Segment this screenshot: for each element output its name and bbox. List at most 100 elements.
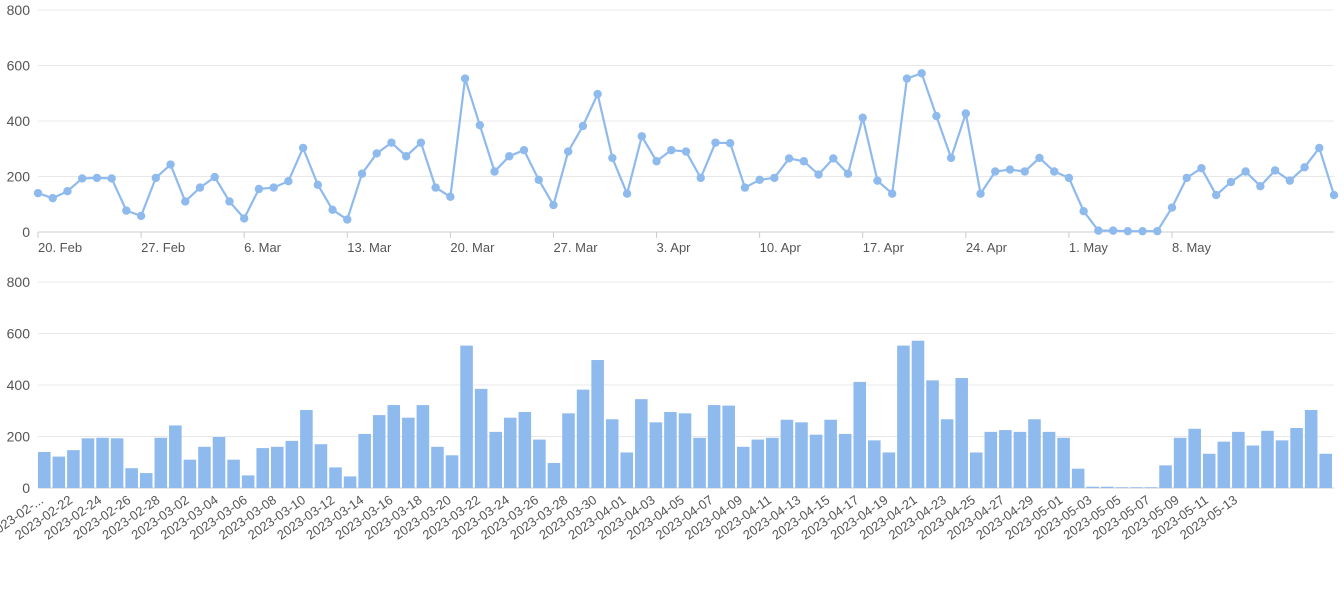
line-data-point[interactable] <box>211 173 219 181</box>
line-data-point[interactable] <box>490 167 498 175</box>
bar-data-point[interactable] <box>752 440 765 488</box>
bar-data-point[interactable] <box>358 434 371 488</box>
bar-data-point[interactable] <box>504 418 517 488</box>
bar-data-point[interactable] <box>1232 432 1245 488</box>
line-data-point[interactable] <box>1065 174 1073 182</box>
bar-data-point[interactable] <box>184 460 197 488</box>
line-data-point[interactable] <box>682 147 690 155</box>
bar-data-point[interactable] <box>853 382 866 488</box>
line-data-point[interactable] <box>564 147 572 155</box>
line-data-point[interactable] <box>800 157 808 165</box>
bar-data-point[interactable] <box>562 413 575 488</box>
bar-data-point[interactable] <box>329 467 342 488</box>
line-data-point[interactable] <box>1241 167 1249 175</box>
line-data-point[interactable] <box>1227 178 1235 186</box>
line-data-point[interactable] <box>593 90 601 98</box>
bar-data-point[interactable] <box>810 435 823 488</box>
line-data-point[interactable] <box>859 113 867 121</box>
bar-data-point[interactable] <box>1319 454 1332 488</box>
bar-data-point[interactable] <box>1101 487 1114 488</box>
bar-data-point[interactable] <box>897 346 910 488</box>
bar-data-point[interactable] <box>1043 432 1056 488</box>
bar-data-point[interactable] <box>286 441 299 488</box>
line-data-point[interactable] <box>917 69 925 77</box>
bar-data-point[interactable] <box>868 440 881 488</box>
bar-data-point[interactable] <box>431 447 444 488</box>
bar-data-point[interactable] <box>548 463 561 488</box>
bar-data-point[interactable] <box>227 460 240 488</box>
bar-data-point[interactable] <box>1247 446 1260 488</box>
line-data-point[interactable] <box>137 212 145 220</box>
bar-data-point[interactable] <box>693 438 706 488</box>
line-data-point[interactable] <box>1183 174 1191 182</box>
bar-data-point[interactable] <box>96 438 109 488</box>
line-data-point[interactable] <box>1212 191 1220 199</box>
line-data-point[interactable] <box>873 176 881 184</box>
bar-data-point[interactable] <box>125 468 138 488</box>
bar-data-point[interactable] <box>1203 454 1216 488</box>
bar-data-point[interactable] <box>1188 429 1201 488</box>
bar-data-point[interactable] <box>344 476 357 488</box>
bar-data-point[interactable] <box>1276 440 1289 488</box>
bar-data-point[interactable] <box>402 418 415 488</box>
line-data-point[interactable] <box>49 194 57 202</box>
bar-data-point[interactable] <box>67 450 80 488</box>
line-data-point[interactable] <box>1168 203 1176 211</box>
bar-data-point[interactable] <box>271 447 284 488</box>
line-data-point[interactable] <box>638 132 646 140</box>
line-data-point[interactable] <box>932 112 940 120</box>
line-data-point[interactable] <box>976 190 984 198</box>
line-data-point[interactable] <box>1050 167 1058 175</box>
bar-data-point[interactable] <box>1145 487 1158 488</box>
line-data-point[interactable] <box>1094 226 1102 234</box>
bar-data-point[interactable] <box>111 438 124 488</box>
bar-data-point[interactable] <box>533 440 546 488</box>
line-data-point[interactable] <box>107 174 115 182</box>
bar-data-point[interactable] <box>387 405 400 488</box>
line-data-point[interactable] <box>1197 164 1205 172</box>
line-data-point[interactable] <box>446 193 454 201</box>
line-data-point[interactable] <box>1286 176 1294 184</box>
line-data-point[interactable] <box>373 149 381 157</box>
line-data-point[interactable] <box>947 154 955 162</box>
bar-data-point[interactable] <box>446 455 459 488</box>
bar-data-point[interactable] <box>82 438 95 488</box>
line-data-point[interactable] <box>196 183 204 191</box>
line-data-point[interactable] <box>829 154 837 162</box>
line-data-point[interactable] <box>402 152 410 160</box>
line-data-point[interactable] <box>667 146 675 154</box>
bar-data-point[interactable] <box>373 415 386 488</box>
bar-data-point[interactable] <box>1218 442 1231 488</box>
bar-data-point[interactable] <box>475 389 488 488</box>
line-data-point[interactable] <box>78 174 86 182</box>
bar-data-point[interactable] <box>1057 438 1070 488</box>
line-data-point[interactable] <box>814 170 822 178</box>
line-data-point[interactable] <box>520 146 528 154</box>
bar-data-point[interactable] <box>1086 487 1099 488</box>
line-data-point[interactable] <box>1124 227 1132 235</box>
line-data-point[interactable] <box>505 152 513 160</box>
bar-data-point[interactable] <box>315 444 328 488</box>
line-data-point[interactable] <box>755 176 763 184</box>
bar-data-point[interactable] <box>1130 487 1143 488</box>
line-data-point[interactable] <box>697 174 705 182</box>
bar-data-point[interactable] <box>460 346 473 488</box>
line-data-point[interactable] <box>1138 227 1146 235</box>
bar-data-point[interactable] <box>839 434 852 488</box>
bar-data-point[interactable] <box>154 438 167 488</box>
bar-data-point[interactable] <box>577 390 590 488</box>
line-data-point[interactable] <box>652 157 660 165</box>
bar-data-point[interactable] <box>737 447 750 488</box>
line-data-point[interactable] <box>741 183 749 191</box>
line-data-point[interactable] <box>34 189 42 197</box>
bar-data-point[interactable] <box>985 432 998 488</box>
line-data-point[interactable] <box>844 170 852 178</box>
bar-data-point[interactable] <box>417 405 430 488</box>
bar-data-point[interactable] <box>926 380 939 488</box>
bar-data-point[interactable] <box>941 419 954 488</box>
line-data-point[interactable] <box>152 174 160 182</box>
bar-data-point[interactable] <box>213 437 226 488</box>
line-data-point[interactable] <box>299 144 307 152</box>
line-data-point[interactable] <box>358 170 366 178</box>
bar-data-point[interactable] <box>1159 465 1172 488</box>
